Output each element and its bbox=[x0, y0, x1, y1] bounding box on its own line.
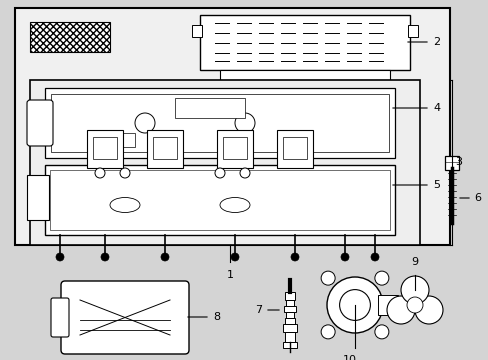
Circle shape bbox=[240, 168, 249, 178]
Bar bbox=[444, 156, 458, 170]
Circle shape bbox=[290, 253, 298, 261]
Bar bbox=[95, 133, 135, 147]
FancyBboxPatch shape bbox=[27, 100, 53, 146]
Bar bbox=[223, 137, 246, 159]
FancyBboxPatch shape bbox=[61, 281, 189, 354]
Bar bbox=[276, 130, 312, 168]
Bar bbox=[30, 80, 419, 245]
Bar bbox=[200, 15, 409, 70]
Circle shape bbox=[339, 289, 369, 320]
Bar bbox=[283, 137, 306, 159]
FancyBboxPatch shape bbox=[51, 298, 69, 337]
Circle shape bbox=[374, 271, 388, 285]
Bar bbox=[51, 94, 388, 152]
Bar bbox=[27, 175, 49, 220]
Bar bbox=[87, 130, 123, 168]
Text: 9: 9 bbox=[410, 257, 418, 267]
Circle shape bbox=[340, 253, 348, 261]
Text: 5: 5 bbox=[432, 180, 439, 190]
Text: 6: 6 bbox=[473, 193, 480, 203]
Circle shape bbox=[120, 168, 130, 178]
Bar bbox=[45, 165, 394, 235]
Circle shape bbox=[414, 296, 442, 324]
Bar bbox=[285, 292, 294, 300]
Text: 1: 1 bbox=[226, 270, 233, 280]
Bar bbox=[93, 137, 117, 159]
Text: 8: 8 bbox=[213, 312, 220, 322]
Text: 3: 3 bbox=[454, 157, 461, 167]
Circle shape bbox=[321, 271, 334, 285]
Bar bbox=[283, 342, 296, 348]
Circle shape bbox=[161, 253, 169, 261]
Bar bbox=[285, 300, 293, 306]
Circle shape bbox=[406, 297, 422, 313]
Bar bbox=[285, 312, 293, 318]
Bar bbox=[217, 130, 252, 168]
Circle shape bbox=[56, 253, 64, 261]
Bar bbox=[283, 324, 296, 332]
Circle shape bbox=[370, 253, 378, 261]
Text: 4: 4 bbox=[432, 103, 439, 113]
Circle shape bbox=[326, 277, 382, 333]
Bar bbox=[285, 332, 294, 342]
Bar bbox=[285, 318, 294, 324]
Ellipse shape bbox=[110, 198, 140, 212]
Circle shape bbox=[374, 325, 388, 339]
Bar bbox=[377, 295, 397, 315]
Bar bbox=[284, 306, 295, 312]
Text: 7: 7 bbox=[254, 305, 262, 315]
Circle shape bbox=[135, 113, 155, 133]
Bar bbox=[147, 130, 183, 168]
Bar bbox=[153, 137, 177, 159]
Circle shape bbox=[386, 296, 414, 324]
Text: 2: 2 bbox=[432, 37, 439, 47]
Bar bbox=[175, 98, 244, 118]
Ellipse shape bbox=[220, 198, 249, 212]
Circle shape bbox=[400, 276, 428, 304]
Circle shape bbox=[95, 168, 105, 178]
Circle shape bbox=[230, 253, 239, 261]
Bar bbox=[45, 88, 394, 158]
Bar bbox=[30, 22, 110, 52]
Text: 10: 10 bbox=[342, 355, 356, 360]
Circle shape bbox=[215, 168, 224, 178]
Bar bbox=[192, 25, 202, 37]
Bar bbox=[15, 8, 449, 245]
Circle shape bbox=[321, 325, 334, 339]
Bar bbox=[220, 70, 389, 85]
Bar bbox=[50, 170, 389, 230]
Circle shape bbox=[235, 113, 254, 133]
Bar bbox=[407, 25, 417, 37]
Circle shape bbox=[101, 253, 109, 261]
